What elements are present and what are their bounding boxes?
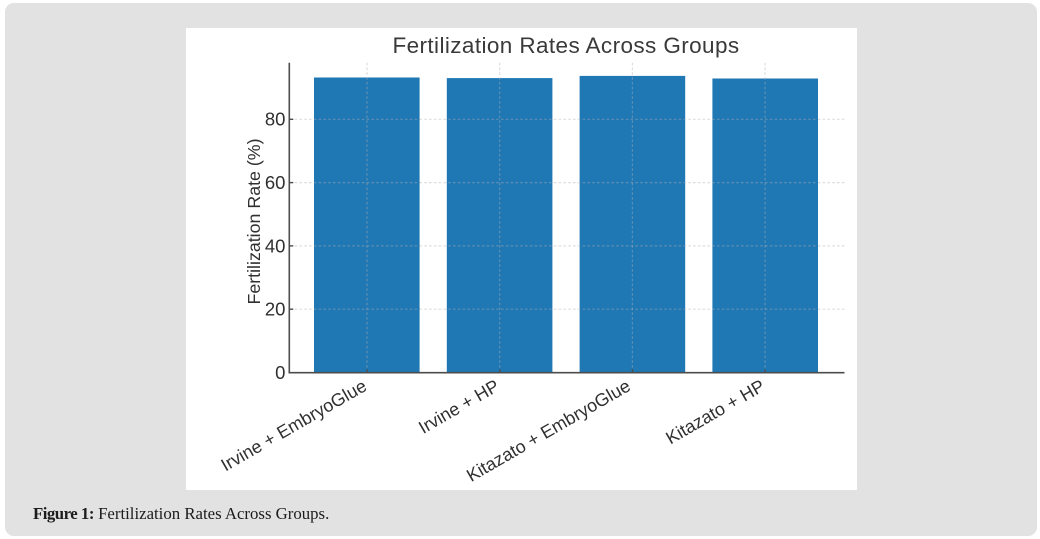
svg-text:0: 0: [275, 362, 285, 383]
svg-text:80: 80: [265, 109, 286, 130]
svg-text:40: 40: [265, 235, 286, 256]
svg-text:Fertilization Rate (%): Fertilization Rate (%): [244, 139, 264, 305]
svg-text:Fertilization Rates Across Gro: Fertilization Rates Across Groups: [392, 33, 739, 58]
svg-text:20: 20: [265, 299, 286, 320]
svg-text:60: 60: [265, 172, 286, 193]
